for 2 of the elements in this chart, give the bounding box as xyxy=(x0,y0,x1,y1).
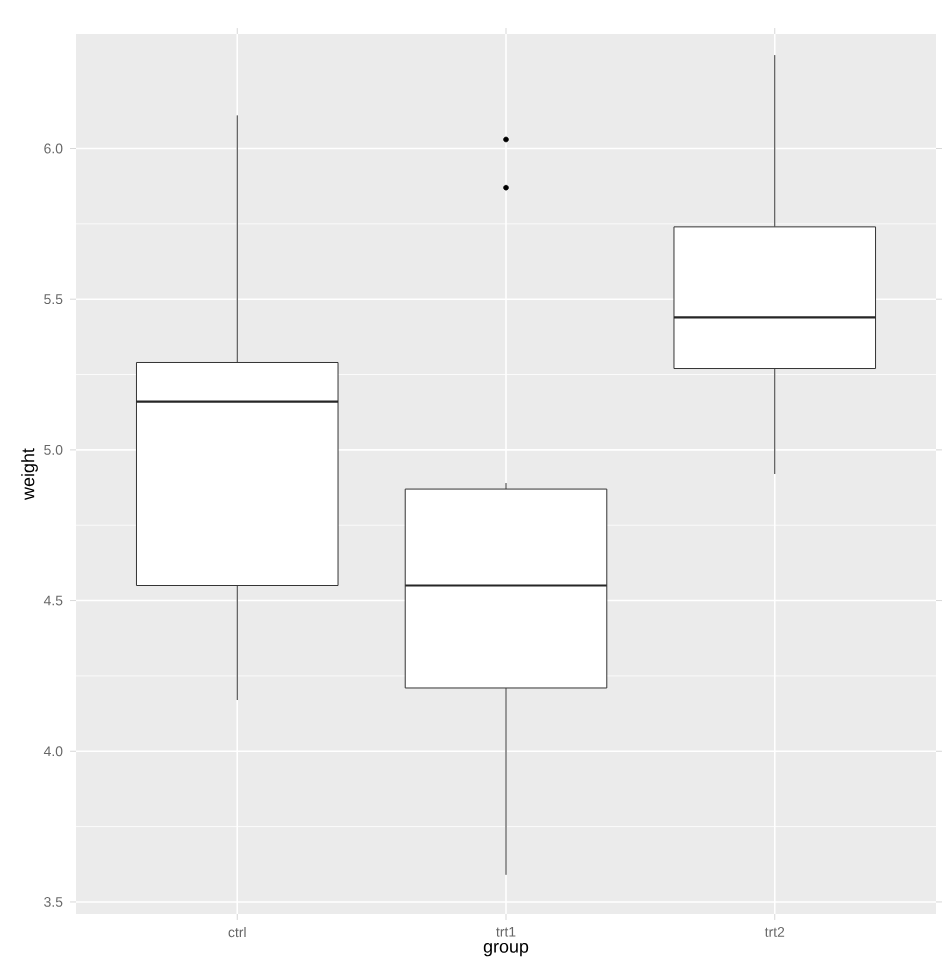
y-axis-title: weight xyxy=(21,448,38,500)
x-axis-title: group xyxy=(483,942,529,957)
